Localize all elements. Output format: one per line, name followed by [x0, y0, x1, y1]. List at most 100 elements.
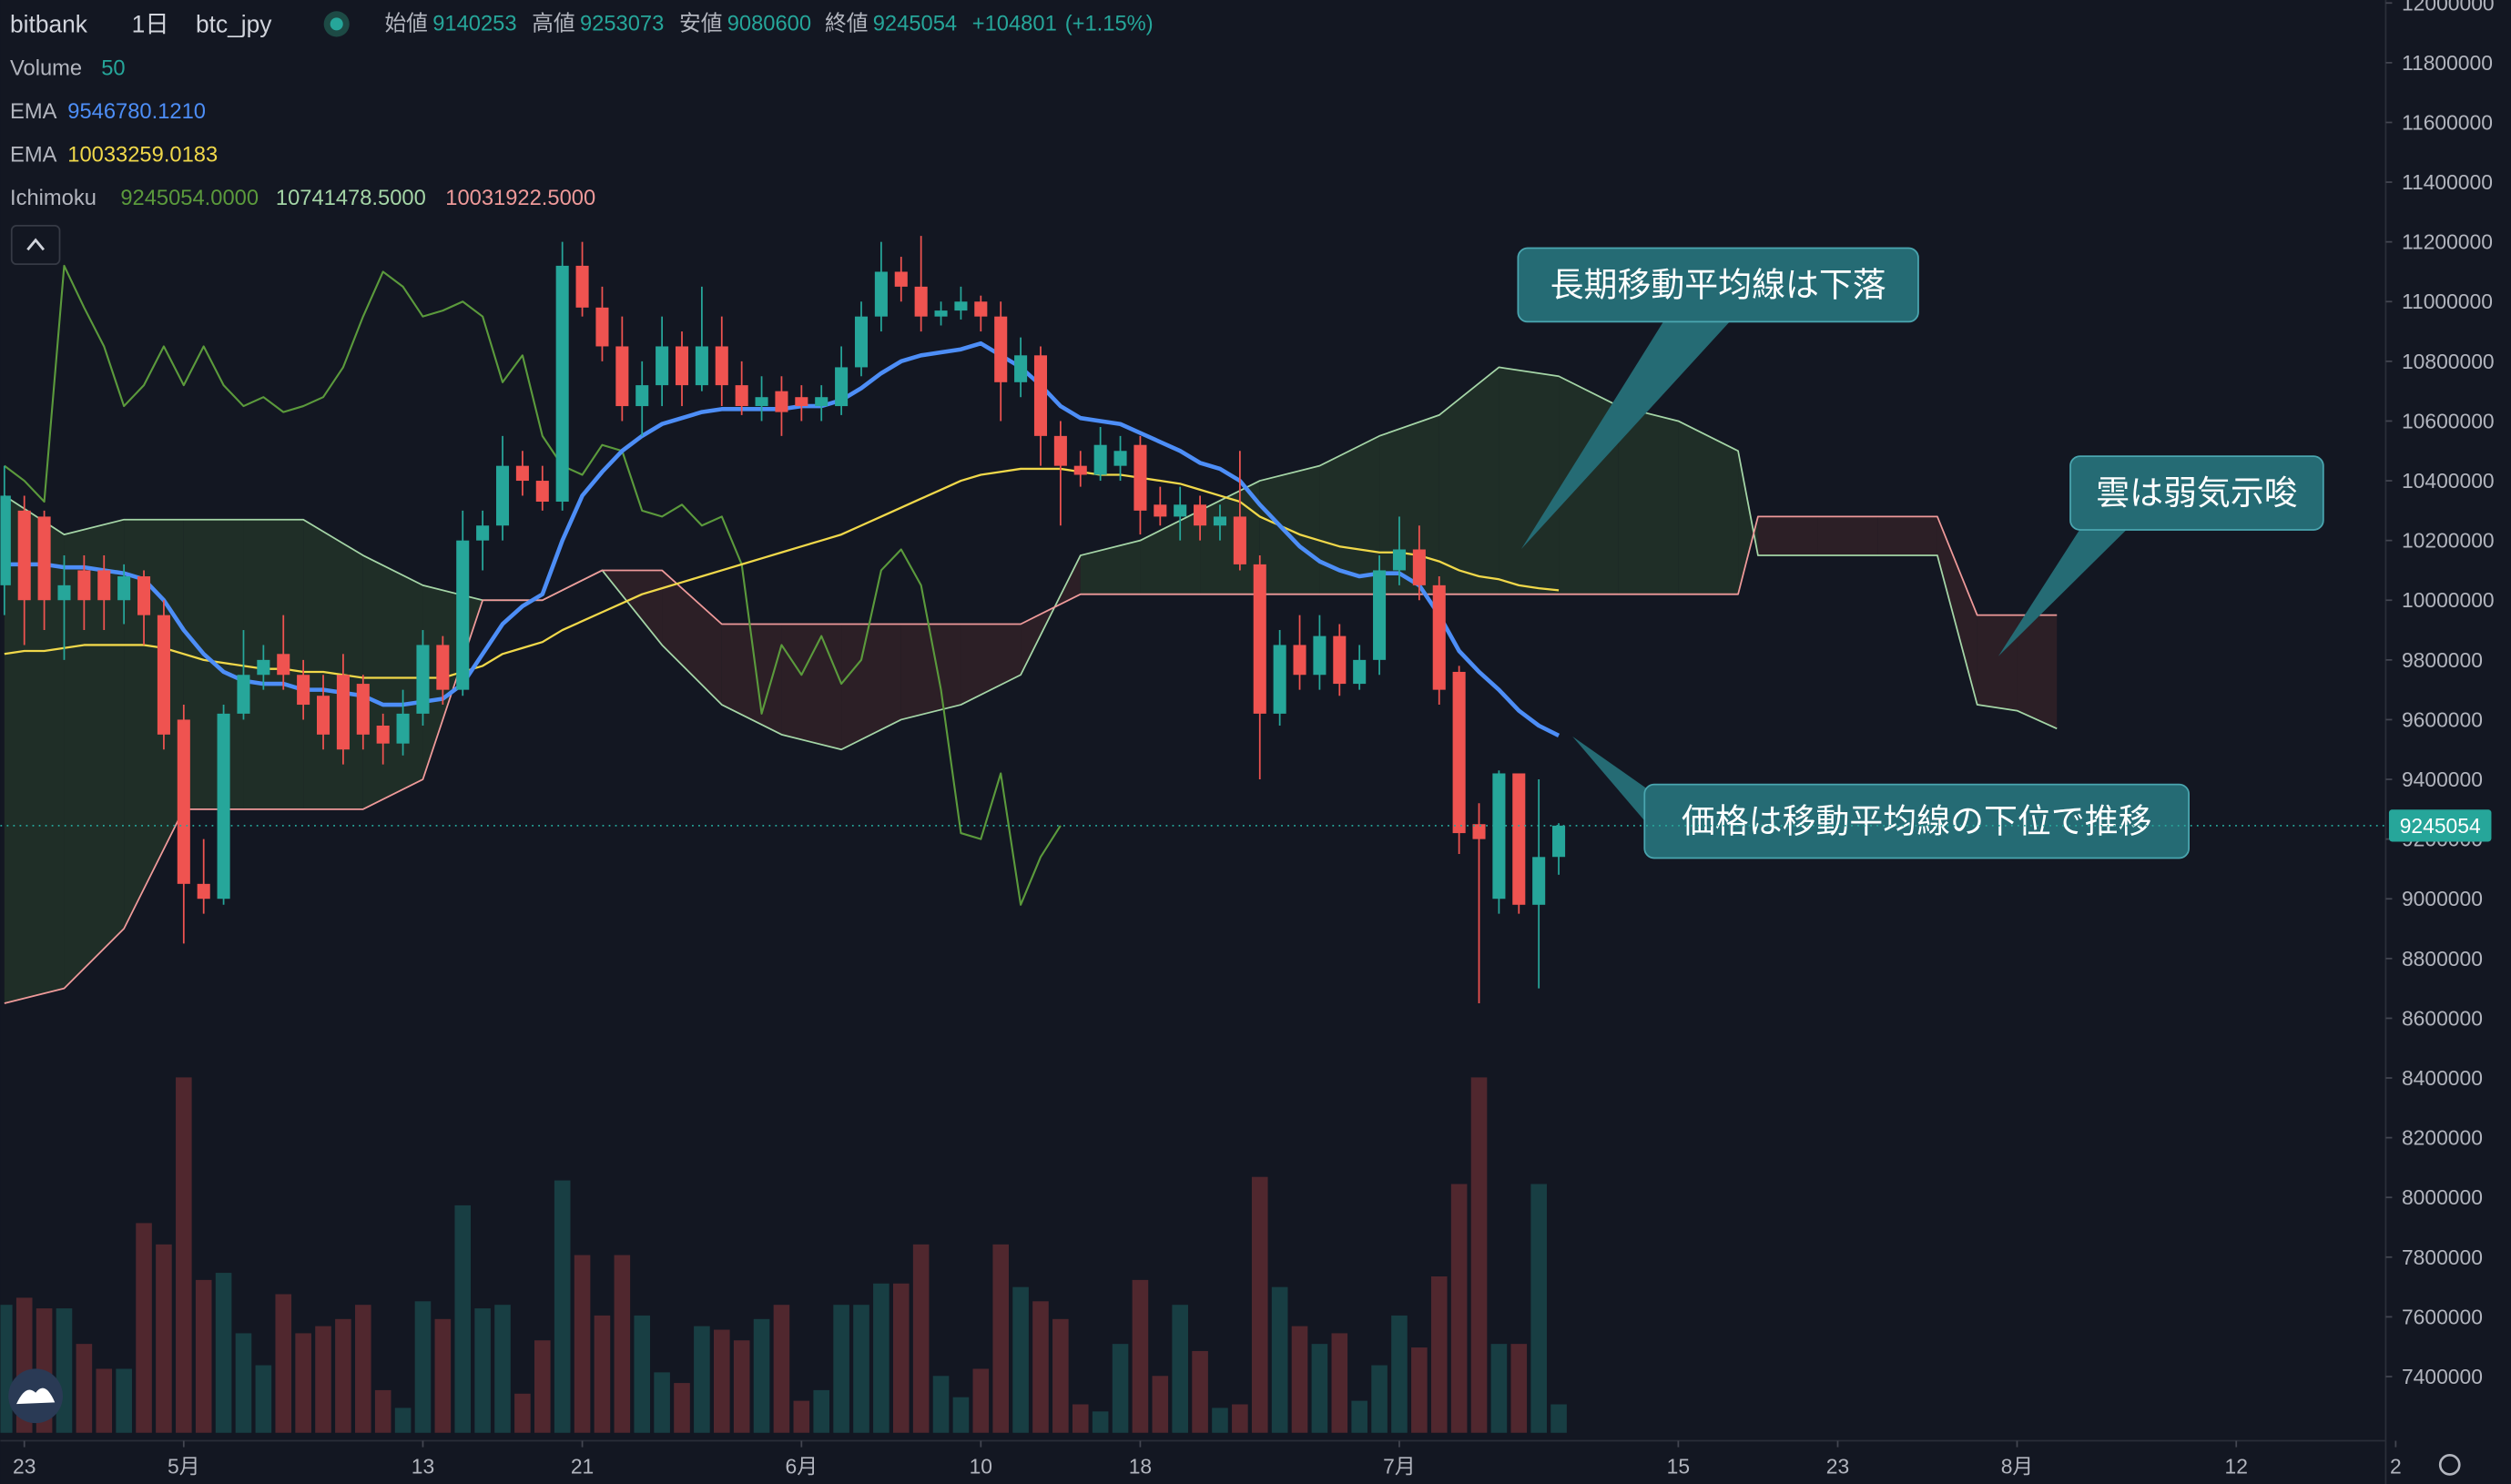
volume-bar [295, 1333, 311, 1433]
candle-body [555, 265, 569, 503]
callout-text: 雲は弱気示唆 [2096, 474, 2297, 512]
candle-body [1472, 824, 1486, 839]
candle-body [1392, 549, 1406, 571]
close-label: 終値 [825, 11, 868, 36]
volume-bar [1092, 1411, 1109, 1433]
y-tick-label: 11600000 [2402, 110, 2493, 134]
candle-body [356, 684, 370, 735]
pair[interactable]: btc_jpy [196, 10, 272, 37]
volume-bar [494, 1305, 511, 1433]
candle-body [656, 346, 669, 386]
candle-body [1293, 645, 1306, 676]
candle-body [137, 576, 151, 615]
volume-bar [992, 1244, 1009, 1433]
volume-bar [1192, 1350, 1208, 1433]
volume-bar [912, 1244, 930, 1433]
ichimoku-legend[interactable]: Ichimoku [10, 187, 97, 210]
volume-bar [235, 1333, 252, 1433]
candle-body [336, 675, 350, 750]
candle-body [217, 713, 230, 900]
volume-legend[interactable]: Volume [10, 57, 82, 81]
volume-bar [1450, 1184, 1468, 1433]
callout-pointer [1520, 318, 1733, 550]
candle-body [575, 265, 589, 308]
x-tick-label: 2 [2390, 1455, 2402, 1479]
ema-value: 9546780.1210 [67, 100, 206, 124]
candle-body [97, 570, 111, 601]
volume-bar [335, 1318, 351, 1433]
candle-body [1014, 355, 1028, 382]
cloud-segment [1977, 615, 2018, 711]
candle-body [277, 654, 290, 676]
candle-body [1134, 444, 1147, 511]
volume-bar [474, 1308, 491, 1433]
volume-bar [873, 1283, 890, 1433]
volume-bar [1052, 1318, 1069, 1433]
x-tick-label: 10 [970, 1455, 992, 1479]
axes: 12000000 11800000 11600000 11400000 11200000… [13, 0, 2495, 1479]
candle-body [117, 576, 131, 601]
volume-bar [1232, 1404, 1248, 1433]
volume-bar [374, 1389, 391, 1433]
ema-legend[interactable]: EMA [10, 144, 57, 168]
candle-body [795, 397, 808, 407]
cloud-segment [961, 624, 1022, 706]
high-label: 高値 [532, 11, 574, 36]
candle-body [755, 397, 768, 407]
y-tick-label: 8600000 [2402, 1006, 2483, 1030]
ichimoku-value: 10031922.5000 [445, 187, 595, 210]
ichimoku-value: 10741478.5000 [276, 187, 426, 210]
y-tick-label: 11000000 [2402, 290, 2493, 313]
y-tick-label: 9000000 [2402, 887, 2483, 910]
candle-body [1512, 773, 1526, 905]
x-tick-label: 23 [1826, 1455, 1849, 1479]
volume-bar [753, 1318, 770, 1433]
interval[interactable]: 1日 [132, 10, 169, 37]
volume-bar [594, 1315, 611, 1433]
cloud-segment [781, 624, 842, 750]
collapse-button[interactable] [10, 225, 61, 266]
settings-icon[interactable] [2438, 1454, 2461, 1476]
x-tick-label: 8月 [2001, 1455, 2034, 1479]
cloud-segment [1937, 516, 1977, 706]
candle-body [894, 271, 908, 287]
volume-bar [1490, 1344, 1508, 1433]
candle-body [1253, 564, 1266, 714]
cloud-segment [1080, 540, 1141, 595]
low-value: 9080600 [727, 12, 811, 36]
x-tick-label: 13 [412, 1455, 434, 1479]
volume-bar [156, 1244, 172, 1433]
volume-bar [96, 1368, 113, 1433]
cloud-segment [1817, 516, 1878, 556]
volume-bar [853, 1305, 869, 1433]
volume-bar [1291, 1326, 1308, 1433]
volume-bar [574, 1255, 591, 1433]
open-value: 9140253 [432, 12, 516, 36]
volume-bar [255, 1365, 272, 1433]
volume-bar [1391, 1315, 1408, 1433]
candle-body [456, 540, 470, 690]
y-tick-label: 8400000 [2402, 1066, 2483, 1090]
candle-body [316, 696, 330, 735]
candle-body [1073, 465, 1087, 475]
y-tick-label: 10600000 [2402, 409, 2495, 432]
candle-body [37, 516, 51, 601]
candle-body [1093, 444, 1107, 475]
volume-bar [1212, 1408, 1228, 1433]
candle-body [197, 883, 210, 900]
candle-body [436, 645, 450, 690]
candle-body [974, 301, 988, 317]
cloud-segment [1200, 481, 1260, 595]
volume-bar [176, 1077, 192, 1433]
y-tick-label: 9800000 [2402, 648, 2483, 672]
ema-legend[interactable]: EMA [10, 100, 57, 124]
candle-body [695, 346, 708, 386]
volume-bar [1530, 1184, 1547, 1433]
cloud-segment [841, 624, 901, 750]
candle-body [1353, 659, 1367, 685]
volume-bar [355, 1305, 371, 1433]
candle-body [157, 615, 170, 735]
volume-bar [1550, 1404, 1567, 1433]
volume-bar [1271, 1286, 1288, 1433]
